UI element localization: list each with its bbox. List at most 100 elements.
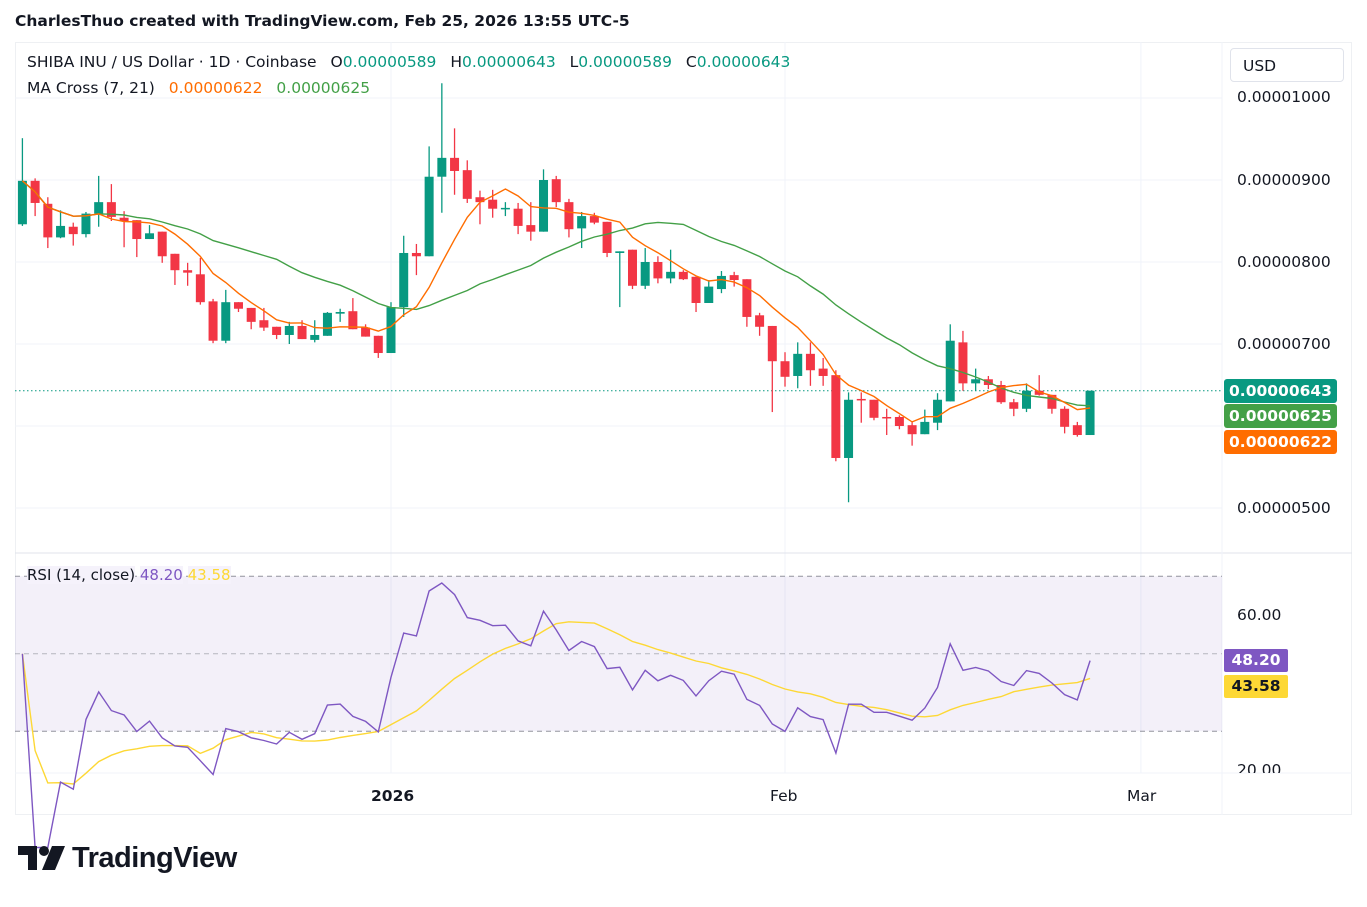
candle-body	[386, 307, 396, 354]
candle	[310, 320, 320, 343]
low-value: 0.00000589	[578, 53, 672, 71]
candle	[399, 235, 409, 317]
rsi-line	[21, 582, 1091, 849]
rsi-title: RSI (14, close)	[27, 566, 136, 584]
candle	[1060, 406, 1070, 434]
candle	[233, 302, 243, 313]
ma-fast-line	[21, 180, 1091, 423]
candle	[691, 276, 701, 313]
ma-slow-badge: 0.00000625	[1224, 404, 1337, 428]
candle-body	[856, 398, 866, 401]
candle	[361, 324, 371, 337]
candle-body	[882, 416, 892, 419]
high-label: H	[450, 53, 462, 71]
candle	[30, 178, 40, 217]
candle-body	[627, 249, 637, 286]
candle-body	[602, 221, 612, 253]
candle-body	[945, 340, 955, 402]
candle	[666, 249, 676, 284]
candle-body	[1047, 394, 1057, 409]
candle	[780, 352, 790, 387]
rsi-ma-value: 43.58	[187, 566, 231, 584]
candle	[183, 262, 193, 286]
ma-fast-badge: 0.00000622	[1224, 430, 1337, 454]
candle-body	[246, 307, 256, 322]
rsi-pane	[15, 575, 1222, 849]
candle	[971, 368, 981, 391]
candle	[43, 197, 53, 249]
candle-body	[894, 416, 904, 426]
symbol-legend[interactable]: SHIBA INU / US Dollar · 1D · Coinbase O0…	[27, 53, 790, 71]
price-axis-label: 0.00000500	[1237, 499, 1331, 517]
tradingview-logo-icon[interactable]	[18, 843, 66, 873]
candle-body	[1085, 390, 1095, 436]
candle	[348, 298, 358, 330]
candle-body	[106, 202, 116, 217]
candle-body	[462, 170, 472, 199]
candle-body	[615, 251, 625, 253]
candle-body	[56, 225, 66, 238]
moving-averages	[21, 180, 1091, 423]
candle	[246, 307, 256, 330]
candle	[488, 189, 498, 218]
candle-body	[818, 368, 828, 376]
candle	[221, 289, 231, 344]
candle	[729, 271, 739, 287]
candle	[818, 357, 828, 386]
candle	[259, 307, 269, 331]
candle-body	[920, 421, 930, 435]
candle-body	[195, 274, 205, 303]
candle-body	[933, 399, 943, 423]
candle	[1085, 390, 1095, 436]
candle	[831, 370, 841, 462]
candle	[424, 146, 434, 257]
candle-body	[1009, 402, 1019, 409]
candle	[335, 308, 345, 322]
open-value: 0.00000589	[342, 53, 437, 71]
last-price-badge: 0.00000643	[1224, 379, 1337, 403]
ma-cross-legend[interactable]: MA Cross (7, 21) 0.00000622 0.00000625	[27, 79, 370, 97]
candle-body	[907, 425, 917, 435]
candles	[17, 83, 1095, 503]
candle	[208, 298, 218, 344]
rsi-value: 48.20	[139, 566, 183, 584]
ma-slow-value: 0.00000625	[276, 79, 371, 97]
candle	[882, 408, 892, 436]
rsi-legend[interactable]: RSI (14, close) 48.20 43.58	[27, 566, 231, 584]
low-label: L	[569, 53, 579, 71]
candle-body	[450, 157, 460, 171]
candle	[56, 210, 66, 239]
logo-text[interactable]: TradingView	[72, 842, 237, 874]
ma-slow-line	[21, 180, 1091, 407]
symbol-title: SHIBA INU / US Dollar · 1D · Coinbase	[27, 53, 317, 71]
candle-body	[831, 375, 841, 458]
candle	[17, 138, 27, 226]
close-value: 0.00000643	[696, 53, 791, 71]
candle-body	[488, 199, 498, 209]
candle-body	[43, 203, 53, 238]
candle-body	[704, 286, 714, 303]
candle-body	[221, 302, 231, 341]
candle	[145, 225, 155, 240]
candle	[577, 211, 587, 249]
candle-body	[284, 325, 294, 335]
candle-body	[793, 353, 803, 376]
candle-body	[564, 202, 574, 230]
candle	[373, 335, 383, 358]
candle-body	[640, 262, 650, 286]
time-axis-label: Feb	[770, 787, 798, 805]
candle	[411, 243, 421, 276]
ma-fast-value: 0.00000622	[168, 79, 263, 97]
price-axis-label: 0.00001000	[1237, 88, 1331, 106]
candle-body	[1034, 390, 1044, 395]
candle	[844, 392, 854, 503]
candle	[869, 399, 879, 421]
time-axis-label: 2026	[371, 787, 415, 805]
currency-button[interactable]: USD	[1230, 48, 1344, 82]
rsi-badge: 48.20	[1224, 649, 1288, 672]
candle	[386, 302, 396, 354]
candle	[907, 421, 917, 446]
candle-body	[767, 325, 777, 362]
candle-body	[119, 217, 129, 221]
